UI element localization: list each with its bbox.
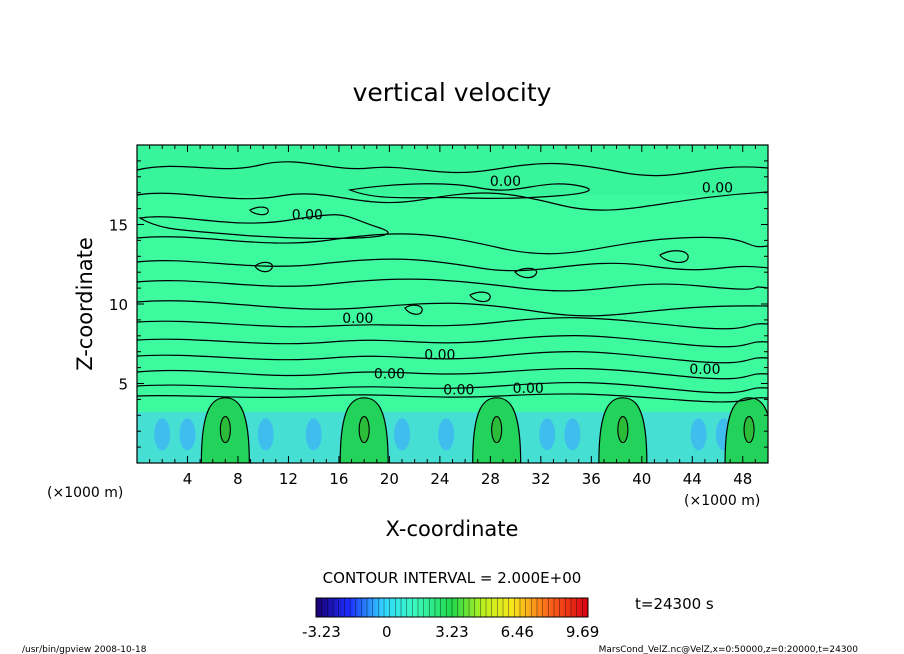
contour-line: [137, 367, 768, 380]
colorbar-tick-label: 9.69: [566, 623, 599, 641]
x-tick-label: 4: [183, 470, 193, 488]
x-tick-label: 16: [329, 470, 348, 488]
colorbar-tick-label: 6.46: [501, 623, 534, 641]
y-axis-label: Z-coordinate: [73, 237, 97, 371]
downdraft-cell: [257, 418, 274, 451]
contour-line: [137, 317, 768, 330]
contour-label: 0.00: [702, 181, 733, 197]
x-tick-label: 8: [233, 470, 243, 488]
downdraft-cell: [564, 418, 581, 451]
contour-line: [137, 191, 768, 211]
contour-line: [514, 267, 538, 279]
footer-right: MarsCond_VelZ.nc@VelZ,x=0:50000,z=0:2000…: [599, 645, 859, 654]
downdraft-cell: [305, 418, 322, 451]
contour-label: 0.00: [490, 174, 521, 190]
colorbar-tick-label: -3.23: [302, 623, 341, 641]
contour-line: [249, 206, 269, 216]
y-tick-label: 10: [109, 296, 128, 314]
contour-line: [137, 300, 768, 317]
contour-interval-label: CONTOUR INTERVAL = 2.000E+00: [323, 569, 582, 587]
contour-label: 0.00: [689, 362, 720, 378]
colorbar-tick-label: 0: [382, 623, 392, 641]
updraft-core: [491, 416, 503, 444]
contour-line: [347, 183, 590, 199]
contour-label: 0.00: [292, 208, 323, 224]
contour-label: 0.00: [424, 347, 455, 363]
x-tick-label: 20: [380, 470, 399, 488]
x-tick-label: 28: [481, 470, 500, 488]
x-tick-label: 24: [430, 470, 449, 488]
x-tick-label: 40: [632, 470, 651, 488]
x-tick-label: 12: [279, 470, 298, 488]
updraft-core: [219, 416, 231, 444]
plot-area: 0.00 0.00 0.00 0.00 0.00 0.00 0.00 0.00 0.00: [137, 145, 768, 463]
contour-line: [469, 291, 491, 303]
downdraft-cell: [154, 418, 171, 451]
downdraft-cell: [438, 418, 455, 451]
contour-line: [138, 214, 389, 240]
x-axis-label: X-coordinate: [386, 517, 519, 541]
y-tick-label: 15: [109, 217, 128, 235]
x-tick-label: 48: [733, 470, 752, 488]
downdraft-cell: [394, 418, 411, 451]
downdraft-cell: [179, 418, 196, 451]
contour-line: [137, 393, 768, 403]
field-upper-band: [137, 145, 768, 195]
contour-line: [137, 233, 768, 255]
contour-line: [137, 381, 768, 394]
colorbar-tick-label: 3.23: [435, 623, 468, 641]
x-unit-right: (×1000 m): [684, 493, 760, 509]
contour-line: [404, 304, 423, 315]
updraft-core: [743, 416, 755, 444]
contour-line: [137, 278, 768, 292]
contour-line: [137, 335, 768, 348]
time-label: t=24300 s: [635, 595, 714, 613]
contour-line: [137, 258, 768, 272]
downdraft-cell: [539, 418, 556, 451]
x-unit-left: (×1000 m): [47, 485, 123, 501]
x-tick-label: 36: [582, 470, 601, 488]
contour-line: [254, 261, 274, 273]
updraft-core: [358, 416, 370, 444]
x-tick-label: 32: [531, 470, 550, 488]
contour-label: 0.00: [513, 381, 544, 397]
y-tick-label: 5: [118, 376, 128, 394]
x-tick-label: 44: [683, 470, 702, 488]
contour-line: [659, 250, 689, 264]
contour-label: 0.00: [374, 367, 405, 383]
contour-label: 0.00: [443, 382, 474, 398]
contour-label: 0.00: [342, 311, 373, 327]
contour-line: [137, 161, 768, 177]
chart-title: vertical velocity: [353, 78, 552, 107]
updraft-core: [617, 416, 629, 444]
downdraft-cell: [690, 418, 707, 451]
footer-left: /usr/bin/gpview 2008-10-18: [22, 645, 147, 654]
contour-line: [137, 351, 768, 364]
